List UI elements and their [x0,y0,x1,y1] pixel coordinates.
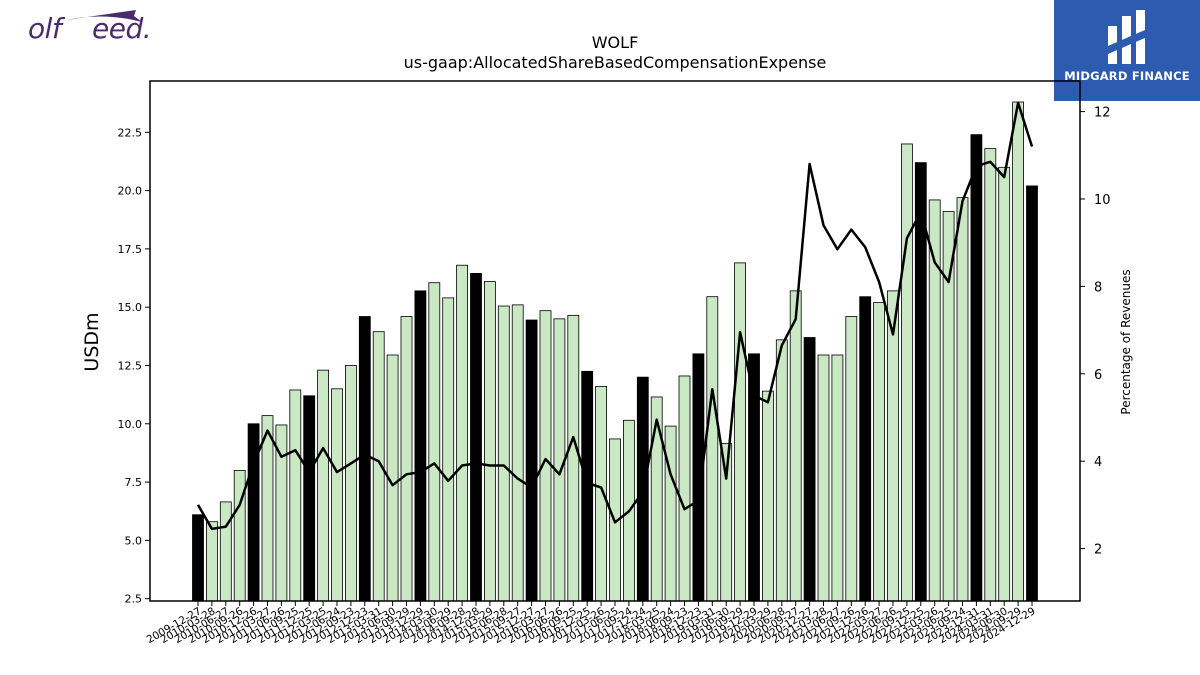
bar [511,304,524,602]
bar [775,339,788,602]
bar [317,369,330,602]
y-tick-label: 20.0 [118,185,143,198]
y2-tick-label: 4 [1094,455,1102,470]
bar [192,514,204,602]
bar [762,390,774,602]
y2-axis-label: Percentage of Revenues [1119,269,1133,414]
bar [483,281,496,602]
y-tick-label: 22.5 [118,126,143,139]
y-tick-label: 2.5 [125,593,143,606]
bar [678,375,691,602]
y-tick-label: 5.0 [125,534,143,547]
bar [970,134,983,602]
bar [219,501,232,602]
bar [831,354,844,602]
swoosh-icon [66,10,142,22]
bar [803,337,816,602]
midgard-finance-badge: MIDGARD FINANCE [1054,0,1200,101]
bar [942,211,955,602]
bar [567,314,580,602]
bar [539,310,552,602]
bar [470,272,482,602]
bar [261,415,274,602]
bar [817,354,830,602]
bar [873,302,885,602]
bar [664,425,677,602]
bar [553,318,566,602]
olfeed-logo-text-left: olf [28,12,62,45]
y-tick-label: 17.5 [118,243,143,256]
bar [331,388,343,602]
plot-area: 2.5 5.0 7.5 10.0 12.5 15.0 17.5 20.0 22.5 2 4 6 8 10 1… [118,80,1111,646]
bar [428,282,441,602]
bar [845,316,858,602]
bar [525,319,538,602]
y-tick-label: 12.5 [118,359,143,372]
bar [247,423,260,602]
olfeed-logo: olf eed. [28,2,153,52]
bar [456,264,469,602]
bar [734,262,746,602]
bar [859,296,872,602]
bar [344,365,357,602]
bar [358,316,371,602]
y2-tick-label: 12 [1094,106,1111,121]
bar [497,305,510,602]
bar [400,316,413,602]
y-tick-label: 10.0 [118,418,143,431]
bar [1012,101,1024,602]
bar [984,148,997,602]
bar [303,395,316,602]
chart-title: WOLF [592,33,639,52]
bar [414,290,427,602]
bar [205,521,218,602]
series-line [196,101,1034,531]
y-tick-label: 15.0 [118,301,143,314]
chart-subtitle: us-gaap:AllocatedShareBasedCompensationE… [404,53,827,72]
y2-tick-label: 10 [1094,193,1111,208]
bar [581,370,594,602]
y2-tick-label: 8 [1094,280,1102,295]
y-axis-label: USDm [81,312,103,371]
y-tick-label: 7.5 [125,476,143,489]
midgard-logo-icon [1108,10,1145,64]
bar [956,197,969,602]
bar [706,296,719,602]
y2-tick-label: 2 [1094,543,1102,558]
midgard-finance-label: MIDGARD FINANCE [1064,69,1190,83]
bar [442,297,455,602]
bar [901,143,913,602]
bar [289,389,302,602]
bar [789,290,802,602]
bar [998,166,1011,602]
bar [650,396,663,602]
bar [887,290,899,602]
bar [1026,185,1038,602]
y2-tick-label: 6 [1094,368,1102,383]
